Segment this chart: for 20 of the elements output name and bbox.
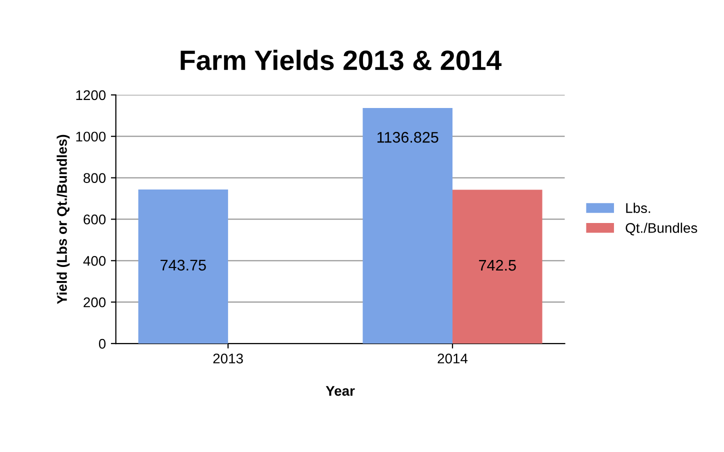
y-tick-label: 600 xyxy=(84,214,106,224)
x-axis-title: Year xyxy=(326,386,355,396)
data-label: 1136.825 xyxy=(377,132,438,143)
bar xyxy=(138,189,228,344)
y-tick-label: 400 xyxy=(83,256,106,266)
legend-label: Qt./Bundles xyxy=(626,222,698,236)
x-tick-label: 2013 xyxy=(213,354,243,364)
y-tick-label: 200 xyxy=(84,297,106,308)
data-label: 743.75 xyxy=(160,260,206,271)
y-tick-label: 1000 xyxy=(76,132,106,142)
chart-title: Farm Yields 2013 & 2014 xyxy=(180,50,502,70)
x-tick-label: 2014 xyxy=(438,354,468,364)
legend-label: Lbs. xyxy=(626,202,650,214)
bar xyxy=(452,190,542,344)
y-axis-title: Yield (Lbs or Qt./Bundles) xyxy=(56,134,70,304)
y-tick-label: 1200 xyxy=(76,90,106,100)
y-tick-label: 800 xyxy=(84,173,106,183)
data-label: 742.5 xyxy=(479,260,516,271)
y-tick-label: 0 xyxy=(98,338,106,349)
bar xyxy=(362,108,452,344)
